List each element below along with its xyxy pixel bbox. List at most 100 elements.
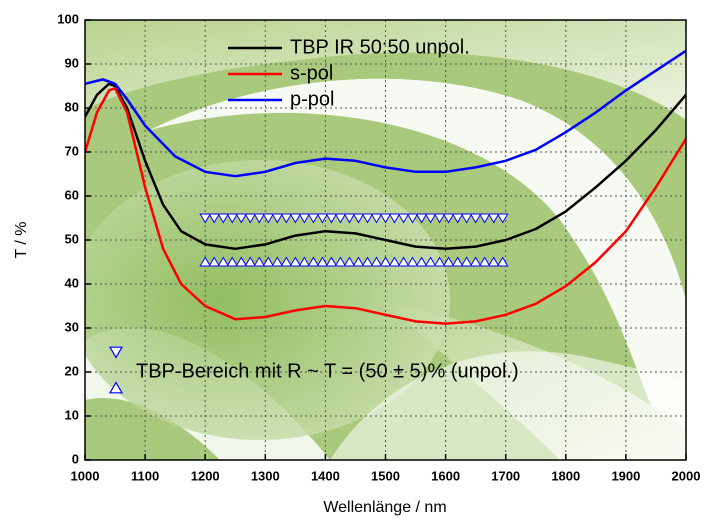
y-tick-label: 70 [65,143,79,158]
line-series [85,49,686,178]
triangle-marker [370,213,383,224]
triangle-marker [271,213,284,224]
triangle-marker [235,213,248,224]
triangle-marker [199,256,212,267]
triangle-marker [397,256,410,267]
triangle-marker [370,256,383,267]
triangle-marker [496,256,509,267]
triangle-marker [361,213,374,224]
legend-label: TBP IR 50:50 unpol. [290,36,470,58]
triangle-marker [325,256,338,267]
triangle-marker [388,213,401,224]
triangle-marker [442,213,455,224]
triangle-marker [379,213,392,224]
triangle-marker [307,213,320,224]
triangle-marker [424,213,437,224]
triangle-marker [460,213,473,224]
triangle-marker [496,213,509,224]
triangle-marker [415,256,428,267]
triangle-marker [262,256,275,267]
triangle-marker [487,213,500,224]
line-series [85,82,686,251]
triangle-marker [343,256,356,267]
x-axis-label: Wellenlänge / nm [323,499,446,516]
x-tick-label: 1400 [311,468,340,483]
triangle-marker [397,213,410,224]
triangle-marker [217,256,230,267]
triangle-marker [244,256,257,267]
y-tick-label: 30 [65,319,79,334]
triangle-marker [280,213,293,224]
triangle-marker [316,256,329,267]
triangle-marker [253,213,266,224]
triangle-marker [217,213,230,224]
triangle-marker [280,256,293,267]
triangle-marker [415,213,428,224]
x-tick-label: 1300 [251,468,280,483]
triangle-marker [253,256,266,267]
y-tick-label: 20 [65,363,79,378]
triangle-marker [406,256,419,267]
triangle-marker [478,256,491,267]
triangle-marker [451,256,464,267]
triangle-marker [460,256,473,267]
triangle-marker [298,213,311,224]
triangle-marker [289,256,302,267]
y-tick-label: 100 [57,11,79,26]
triangle-marker [433,256,446,267]
triangle-marker [262,213,275,224]
y-tick-label: 60 [65,187,79,202]
x-tick-label: 1500 [371,468,400,483]
triangle-marker [424,256,437,267]
y-tick-label: 10 [65,407,79,422]
background [85,20,686,460]
triangle-marker [352,213,365,224]
x-tick-label: 1200 [191,468,220,483]
y-tick-label: 0 [72,451,79,466]
triangle-marker [226,256,239,267]
y-axis-label: T / % [13,221,30,258]
triangle-marker [316,213,329,224]
triangle-marker [442,256,455,267]
x-tick-label: 1900 [611,468,640,483]
triangle-marker [235,256,248,267]
triangle-marker [406,213,419,224]
y-tick-label: 80 [65,99,79,114]
triangle-marker [352,256,365,267]
triangle-marker [334,213,347,224]
triangle-marker [244,213,257,224]
x-tick-label: 2000 [672,468,701,483]
triangle-marker [469,256,482,267]
legend-label: TBP-Bereich mit R ~ T = (50 ± 5)% (unpol… [136,360,519,382]
triangle-marker [343,213,356,224]
triangle-marker [334,256,347,267]
triangle-marker [325,213,338,224]
triangle-marker [487,256,500,267]
triangle-marker [208,213,221,224]
triangle-marker [226,213,239,224]
triangle-marker [298,256,311,267]
legend-marker [108,346,124,359]
y-tick-label: 90 [65,55,79,70]
triangle-marker [388,256,401,267]
x-tick-label: 1100 [131,468,159,483]
triangle-marker [451,213,464,224]
legend-label: s-pol [290,62,333,84]
triangle-marker [208,256,221,267]
x-tick-label: 1600 [431,468,460,483]
x-tick-label: 1800 [551,468,580,483]
triangle-marker [433,213,446,224]
x-tick-label: 1700 [491,468,520,483]
axes: 1000 1100 1200 1300 1400 1500 1600 1700 1800 1900… [57,11,700,483]
triangle-marker [379,256,392,267]
line-series [85,86,686,325]
legend-label: p-pol [290,88,334,110]
triangle-marker [289,213,302,224]
triangle-marker [478,213,491,224]
triangle-marker [307,256,320,267]
triangle-marker [469,213,482,224]
triangle-marker [361,256,374,267]
x-tick-label: 1000 [71,468,100,483]
legend-marker [108,381,124,394]
